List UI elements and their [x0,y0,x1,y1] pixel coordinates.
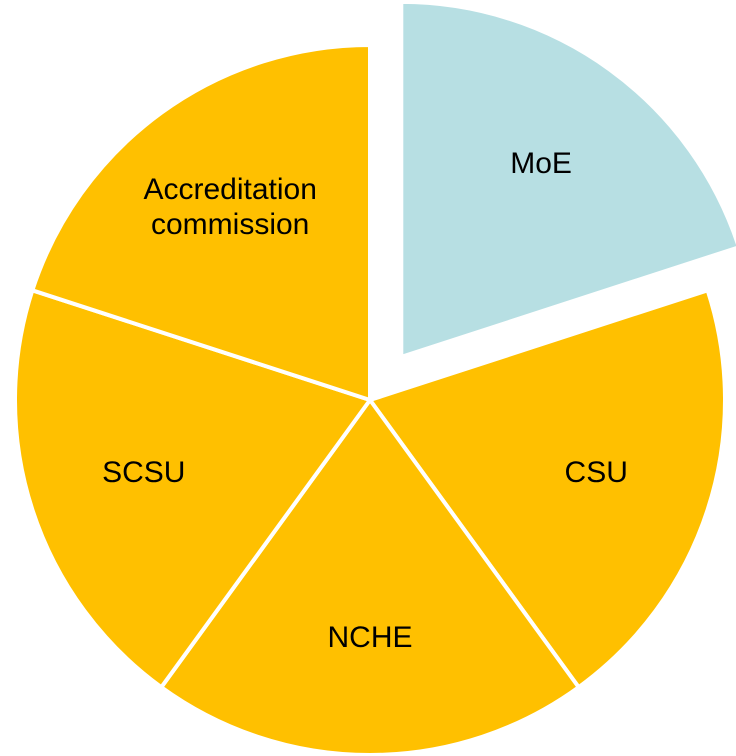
pie-slice [30,43,372,402]
slice-label: Accreditation commission [143,173,317,241]
slice-label-box: NCHE [327,620,413,654]
slice-label-box: SCSU [102,456,186,490]
pie-slice [13,288,372,690]
slice-label: MoE [510,147,572,181]
slice-label-box: MoE [510,147,572,181]
slice-label: NCHE [327,620,413,654]
pie-slice [368,288,727,690]
slice-label-box: CSU [564,456,628,490]
slice-label: SCSU [102,456,186,490]
pie-slice [159,398,581,756]
pie-slice [399,0,736,359]
slice-label-box: Accreditation commission [143,173,317,241]
slice-label: CSU [564,456,628,490]
